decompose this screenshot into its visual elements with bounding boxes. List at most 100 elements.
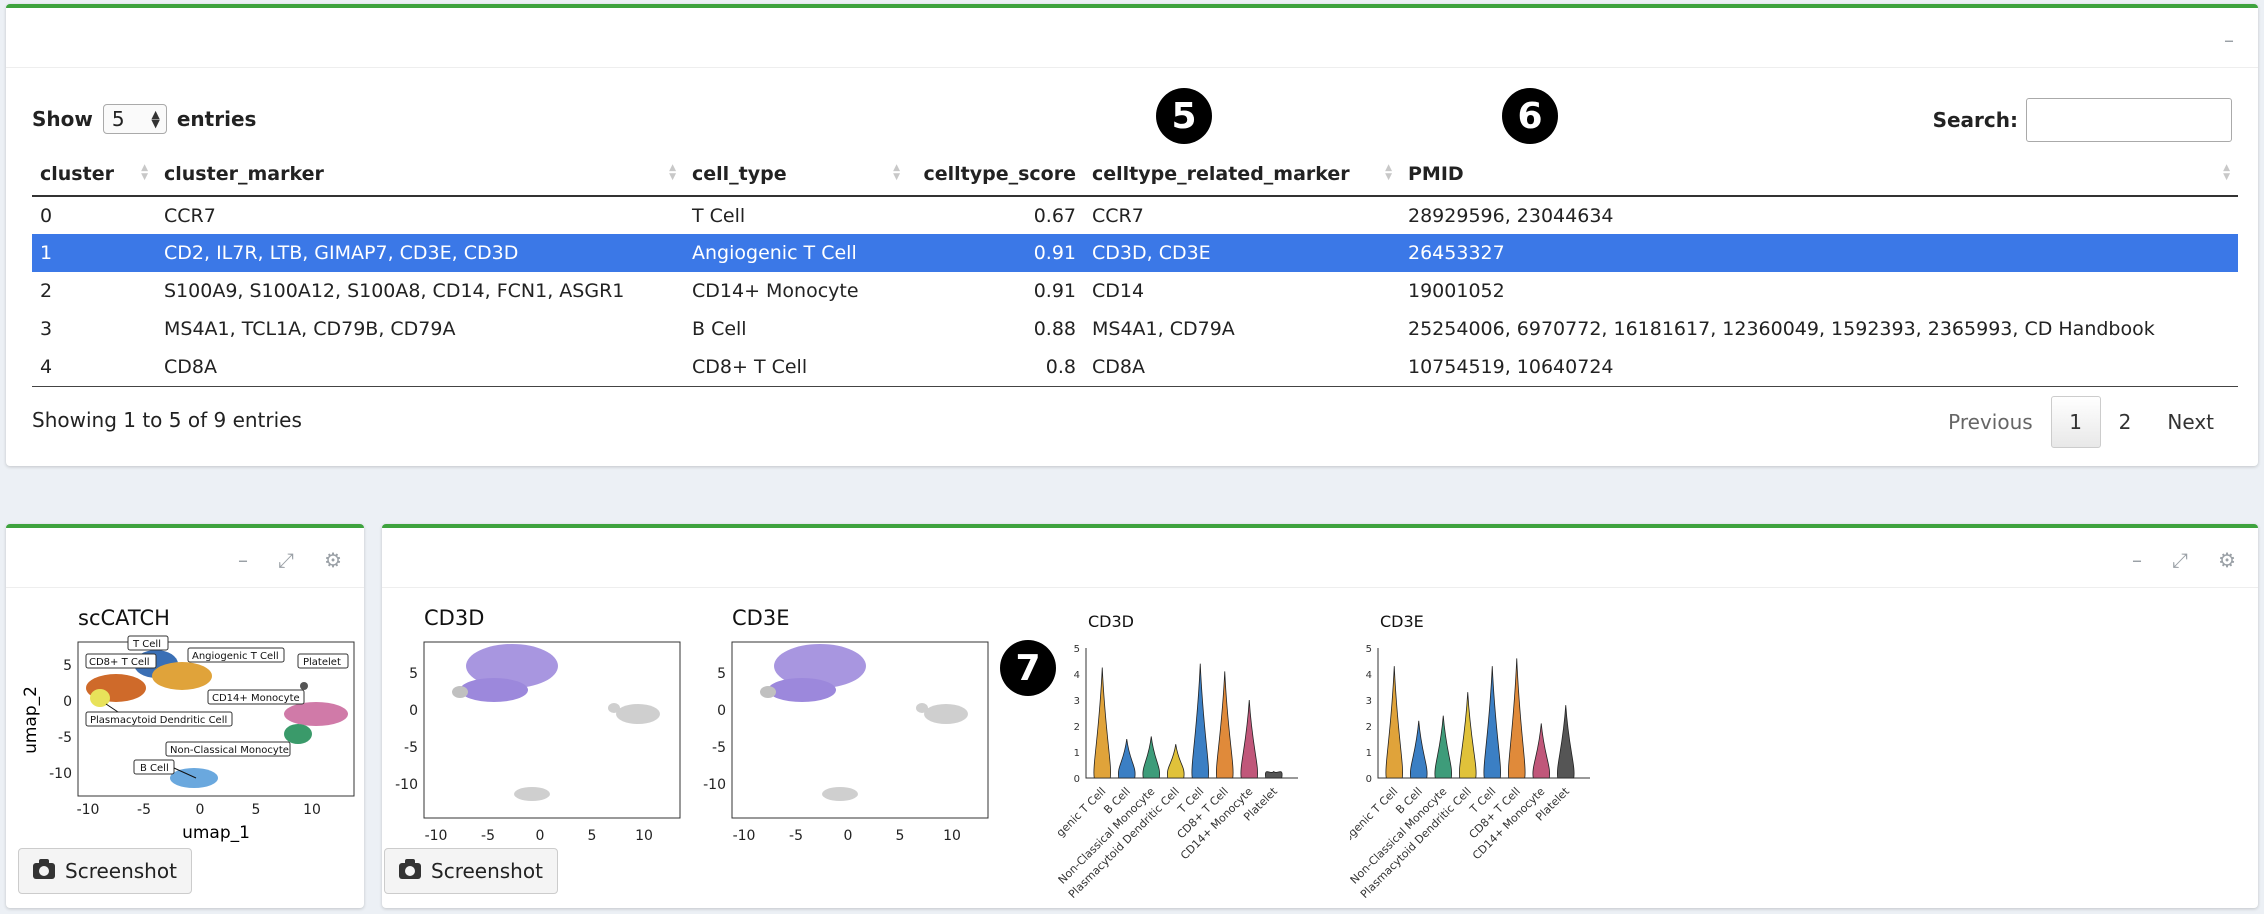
violin-shape [1191, 663, 1209, 779]
collapse-icon[interactable]: – [2132, 548, 2142, 572]
feature-plot-title-cd3d: CD3D [424, 606, 485, 630]
svg-text:5: 5 [896, 828, 905, 844]
label-cd8-t-cell: CD8+ T Cell [89, 657, 150, 668]
table-row[interactable]: 2 S100A9, S100A12, S100A8, CD14, FCN1, A… [32, 272, 2238, 310]
y-tick: -5 [58, 730, 72, 746]
badge-6: 6 [1502, 88, 1558, 144]
x-tick: 5 [252, 802, 261, 818]
cell-pmid: 26453327 [1400, 234, 2238, 272]
sort-icon: ▲ ▼ [1385, 163, 1392, 182]
violin-y-tick: 3 [1074, 696, 1080, 707]
table-row-selected[interactable]: 1 CD2, IL7R, LTB, GIMAP7, CD3E, CD3D Ang… [32, 234, 2238, 272]
cell-related-marker: CD14 [1092, 280, 1145, 302]
table-header-row: cluster ▲ ▼ cluster_marker ▲ ▼ cell_type ▲ ▼ c… [32, 152, 2238, 197]
screenshot-button[interactable]: Screenshot [18, 848, 192, 894]
x-tick: 10 [303, 802, 321, 818]
gear-icon[interactable]: ⚙ [2218, 548, 2236, 572]
x-tick: -10 [77, 802, 100, 818]
expand-icon[interactable]: ⤢ [2172, 548, 2188, 572]
x-tick: -5 [137, 802, 151, 818]
page-length-select[interactable]: 5 ▲ ▼ [102, 104, 167, 134]
label-angiogenic-t-cell: Angiogenic T Cell [192, 651, 279, 662]
column-header-cluster[interactable]: cluster ▲ ▼ [32, 152, 156, 197]
page-2-button[interactable]: 2 [2118, 410, 2132, 434]
cell-related-marker: CD8A [1084, 348, 1400, 387]
previous-button[interactable]: Previous [1948, 410, 2033, 434]
sort-icon: ▲ ▼ [2223, 163, 2230, 182]
violin-y-tick: 1 [1366, 748, 1372, 759]
y-tick: 5 [63, 658, 72, 674]
violin-shape [1093, 667, 1111, 779]
column-header-pmid[interactable]: PMID ▲ ▼ [1400, 152, 2238, 197]
cell-cell-type: B Cell [692, 318, 747, 340]
cell-pmid: 10754519, 10640724 [1400, 348, 2238, 387]
cell-cluster: 3 [40, 318, 53, 340]
feature-panel: – ⤢ ⚙ CD3D CD3E -10 -5 0 5 10 5 0 -5 -10 [382, 524, 2258, 908]
feature-plot-title-cd3e: CD3E [732, 606, 790, 630]
badge-7: 7 [1000, 640, 1056, 696]
svg-text:-5: -5 [789, 828, 803, 844]
cell-cell-type: Angiogenic T Cell [684, 234, 908, 272]
feature-plot-cd3e: -10 -5 0 5 10 5 0 -5 -10 [703, 641, 989, 844]
cluster-plasmacytoid [90, 689, 110, 707]
violin-title-cd3d: CD3D [1088, 612, 1134, 631]
svg-text:0: 0 [717, 703, 726, 719]
cell-cluster-marker: CD2, IL7R, LTB, GIMAP7, CD3E, CD3D [156, 234, 684, 272]
svg-text:0: 0 [409, 703, 418, 719]
violin-y-tick: 3 [1366, 696, 1372, 707]
violin-y-tick: 2 [1366, 722, 1372, 733]
gear-icon[interactable]: ⚙ [324, 548, 342, 572]
page-1-button[interactable]: 1 [2050, 396, 2101, 448]
cell-cluster: 1 [32, 234, 156, 272]
column-header-celltype-score[interactable]: celltype_score [908, 152, 1084, 197]
column-header-cell-type[interactable]: cell_type ▲ ▼ [684, 152, 908, 197]
label-plasmacytoid: Plasmacytoid Dendritic Cell [90, 715, 227, 726]
camera-icon [399, 859, 421, 879]
column-header-cluster-marker[interactable]: cluster_marker ▲ ▼ [156, 152, 684, 197]
badge-5: 5 [1156, 88, 1212, 144]
column-header-celltype-related-marker[interactable]: celltype_related_marker ▲ ▼ [1084, 152, 1400, 197]
label-cd14-monocyte: CD14+ Monocyte [212, 693, 300, 704]
next-button[interactable]: Next [2167, 410, 2214, 434]
feature-panel-header: – ⤢ ⚙ [382, 528, 2258, 588]
length-control: Show 5 ▲ ▼ entries [32, 104, 256, 134]
results-table: cluster ▲ ▼ cluster_marker ▲ ▼ cell_type ▲ ▼ c… [32, 152, 2238, 387]
svg-text:-10: -10 [425, 828, 448, 844]
violin-shape [1508, 658, 1526, 779]
cell-pmid: 25254006, 6970772, 16181617, 12360049, 1… [1408, 318, 2155, 340]
label-b-cell: B Cell [140, 763, 169, 774]
cluster-platelet [300, 682, 308, 690]
expand-icon[interactable]: ⤢ [278, 548, 294, 572]
feature-plot-cd3d: -10 -5 0 5 10 5 0 -5 -10 [395, 641, 681, 844]
collapse-icon[interactable]: – [2224, 28, 2234, 52]
violin-shape [1385, 666, 1403, 779]
table-row[interactable]: 3 MS4A1, TCL1A, CD79B, CD79A B Cell 0.88… [32, 310, 2238, 348]
violin-y-tick: 2 [1074, 722, 1080, 733]
cell-pmid: 28929596, 23044634 [1408, 204, 1614, 227]
cell-cluster-marker: CD8A [156, 348, 684, 387]
search-label: Search: [1932, 108, 2018, 132]
collapse-icon[interactable]: – [238, 548, 248, 572]
svg-text:5: 5 [409, 666, 418, 682]
cell-cluster-marker: MS4A1, TCL1A, CD79B, CD79A [164, 318, 456, 340]
search-input[interactable] [2026, 98, 2232, 142]
violin-shape [1532, 723, 1551, 779]
violin-axis [1085, 648, 1298, 779]
table-row[interactable]: 4 CD8A CD8+ T Cell 0.8 CD8A 10754519, 10… [32, 348, 2238, 387]
cell-celltype-score: 0.91 [1033, 280, 1076, 302]
table-row[interactable]: 0 CCR7 T Cell 0.67 CCR7 28929596, 230446… [32, 196, 2238, 234]
cell-cell-type: T Cell [692, 204, 746, 227]
violin-shape [1240, 699, 1259, 779]
violin-shape [1556, 705, 1575, 779]
violin-title-cd3e: CD3E [1380, 612, 1424, 631]
cluster-cd14-monocyte [284, 702, 348, 726]
violin-y-tick: 4 [1366, 670, 1372, 681]
camera-icon [33, 859, 55, 879]
violin-shape [1264, 770, 1283, 779]
cell-cluster: 2 [40, 280, 53, 302]
cell-celltype-score: 0.8 [908, 348, 1084, 387]
screenshot-button[interactable]: Screenshot [384, 848, 558, 894]
svg-text:-10: -10 [395, 777, 418, 793]
page-length-value: 5 [111, 107, 125, 131]
